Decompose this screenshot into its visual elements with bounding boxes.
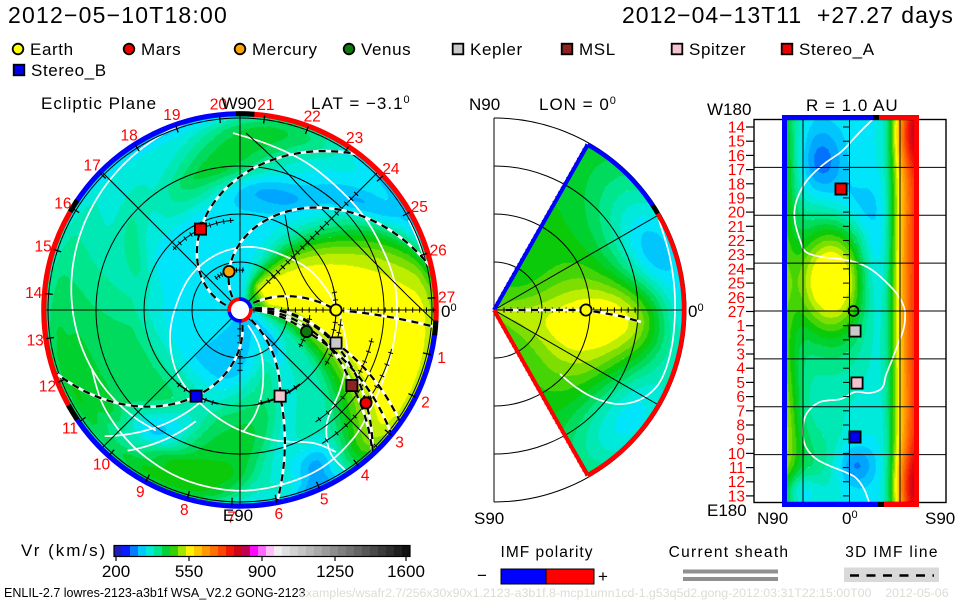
svg-text:IMF polarity: IMF polarity (501, 544, 594, 561)
svg-text:21: 21 (257, 97, 274, 114)
svg-text:4: 4 (361, 467, 370, 484)
svg-text:1600: 1600 (387, 562, 425, 581)
svg-text:2: 2 (421, 395, 430, 412)
svg-text:+: + (598, 567, 608, 586)
svg-text:27: 27 (438, 290, 455, 307)
svg-text:5: 5 (736, 375, 745, 392)
svg-text:25: 25 (728, 276, 745, 293)
svg-text:−: − (477, 566, 487, 585)
svg-text:16: 16 (728, 148, 745, 165)
svg-text:900: 900 (248, 562, 276, 581)
svg-text:12: 12 (39, 379, 56, 396)
svg-text:18: 18 (120, 128, 137, 145)
svg-text:14: 14 (728, 120, 746, 137)
svg-text:18: 18 (728, 176, 745, 193)
svg-text:7: 7 (736, 403, 745, 420)
svg-text:S90: S90 (925, 509, 955, 528)
svg-text:6: 6 (736, 389, 745, 406)
svg-text:Vr (km/s): Vr (km/s) (21, 541, 107, 560)
svg-text:4: 4 (736, 361, 745, 378)
svg-text:3: 3 (395, 434, 404, 451)
svg-text:14: 14 (25, 285, 43, 302)
svg-text:17: 17 (728, 162, 745, 179)
svg-text:19: 19 (163, 107, 180, 124)
svg-text:10: 10 (93, 456, 111, 473)
svg-text:LAT = −3.10: LAT = −3.10 (311, 94, 411, 113)
svg-text:9: 9 (136, 484, 145, 501)
svg-text:E180: E180 (707, 501, 747, 520)
svg-text:27: 27 (728, 304, 745, 321)
svg-text:3D IMF line: 3D IMF line (845, 544, 939, 561)
svg-text:8: 8 (736, 418, 745, 435)
svg-text:Venus: Venus (361, 40, 411, 59)
svg-text:23: 23 (728, 247, 745, 264)
svg-text:26: 26 (430, 243, 447, 260)
svg-text:15: 15 (34, 239, 51, 256)
svg-text:2012−05−10T18:00: 2012−05−10T18:00 (8, 2, 228, 28)
svg-text:11: 11 (62, 421, 78, 438)
svg-text:Mercury: Mercury (252, 40, 318, 59)
svg-text:20: 20 (210, 97, 228, 114)
svg-text:9: 9 (736, 432, 745, 449)
svg-text:3: 3 (736, 347, 745, 364)
svg-text:13: 13 (728, 488, 745, 505)
svg-text:22: 22 (728, 233, 745, 250)
svg-text:13: 13 (27, 333, 44, 350)
svg-text:Ecliptic Plane: Ecliptic Plane (41, 94, 157, 113)
svg-text:Stereo_B: Stereo_B (31, 61, 107, 80)
svg-text:Spitzer: Spitzer (689, 40, 746, 59)
svg-text:2012−04−13T11 +27.27 days: 2012−04−13T11 +27.27 days (622, 2, 954, 28)
svg-text:8: 8 (180, 502, 189, 519)
svg-text:E90: E90 (223, 506, 253, 525)
svg-text:Kepler: Kepler (470, 40, 523, 59)
svg-text:S90: S90 (474, 509, 504, 528)
svg-text:2: 2 (736, 332, 745, 349)
svg-text:21: 21 (728, 219, 745, 236)
svg-text:17: 17 (83, 158, 100, 175)
svg-text:23: 23 (346, 130, 363, 147)
svg-text:24: 24 (728, 261, 746, 278)
svg-text:11: 11 (729, 460, 745, 477)
svg-text:Stereo_A: Stereo_A (799, 40, 875, 59)
svg-text:N90: N90 (757, 509, 788, 528)
svg-text:6: 6 (274, 506, 283, 523)
svg-text:24: 24 (382, 161, 400, 178)
svg-text:7: 7 (227, 509, 236, 526)
svg-text:1250: 1250 (316, 562, 354, 581)
svg-text:1: 1 (437, 350, 446, 367)
svg-text:550: 550 (175, 562, 203, 581)
svg-text:15: 15 (728, 134, 745, 151)
svg-text:LON = 00: LON = 00 (539, 95, 617, 114)
svg-text:examples/wsafr2.7/256x30x90x1.: examples/wsafr2.7/256x30x90x1.2123-a3b1f… (299, 586, 949, 600)
svg-text:20: 20 (728, 205, 746, 222)
svg-text:16: 16 (54, 195, 71, 212)
svg-text:22: 22 (304, 109, 321, 126)
svg-text:10: 10 (728, 446, 746, 463)
svg-text:N90: N90 (469, 95, 500, 114)
svg-text:W180: W180 (707, 100, 751, 119)
svg-text:19: 19 (728, 190, 745, 207)
svg-text:Earth: Earth (30, 40, 74, 59)
svg-text:26: 26 (728, 290, 745, 307)
svg-text:200: 200 (102, 562, 130, 581)
svg-text:Mars: Mars (141, 40, 181, 59)
svg-text:12: 12 (728, 474, 745, 491)
svg-text:25: 25 (411, 199, 428, 216)
svg-text:R = 1.0 AU: R = 1.0 AU (806, 96, 899, 115)
svg-text:ENLIL-2.7 lowres-2123-a3b1f WS: ENLIL-2.7 lowres-2123-a3b1f WSA_V2.2 GON… (4, 586, 306, 600)
svg-text:1: 1 (736, 318, 745, 335)
svg-text:W90: W90 (222, 94, 257, 113)
svg-text:5: 5 (320, 492, 329, 509)
svg-text:MSL: MSL (579, 40, 616, 59)
svg-text:Current sheath: Current sheath (669, 544, 790, 561)
